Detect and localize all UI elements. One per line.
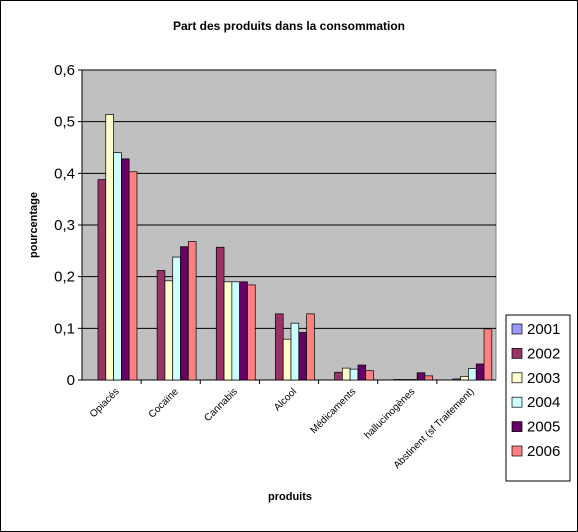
y-tick-label: 0,1 <box>54 320 75 337</box>
chart-title: Part des produits dans la consommation <box>173 19 405 33</box>
category-label: Cannabis <box>202 386 240 424</box>
bar-2002 <box>334 371 343 381</box>
bar-2005 <box>416 372 426 381</box>
bar-2004 <box>349 368 359 381</box>
bar-2005 <box>357 364 367 381</box>
bar-2002 <box>393 379 402 381</box>
bar-2004 <box>113 152 122 381</box>
bar-2005 <box>180 246 189 381</box>
legend-swatch-2005 <box>511 421 523 432</box>
bar-2002 <box>97 179 107 381</box>
bar-2002 <box>156 270 166 381</box>
bar-2004 <box>290 322 300 381</box>
category-label: Médicaments <box>308 386 358 436</box>
bar-2004 <box>172 256 181 381</box>
bar-2002 <box>215 246 225 381</box>
legend-swatch-2003 <box>511 372 523 384</box>
bar-2004 <box>231 281 241 381</box>
bar-2004 <box>468 368 477 381</box>
y-tick-label: 0,5 <box>54 114 75 131</box>
bar-2006 <box>483 328 493 381</box>
legend-label-2005: 2005 <box>527 419 560 436</box>
legend-swatch-2006 <box>511 445 523 457</box>
bar-2003 <box>282 338 292 381</box>
bar-2002 <box>275 313 284 381</box>
plot-area: 0 0,1 0,2 0,3 0,4 0,5 0,6 Opiacés Cocaïne Cannabi… <box>54 62 497 471</box>
bar-2006 <box>365 370 374 381</box>
legend-label-2003: 2003 <box>527 370 560 387</box>
category-label: Cocaïne <box>147 386 181 420</box>
bar-2005 <box>298 332 307 381</box>
legend-label-2006: 2006 <box>527 443 560 460</box>
bar-2003 <box>341 367 351 381</box>
bar-2003 <box>460 376 469 381</box>
bar-2005 <box>239 281 248 381</box>
bar-2005 <box>475 363 485 381</box>
bar-2006 <box>247 284 256 381</box>
legend: 2001 2002 2003 2004 2005 2006 <box>505 314 571 482</box>
bar-2006 <box>128 171 138 381</box>
legend-swatch-2001 <box>511 323 523 335</box>
bar-2006 <box>424 375 434 381</box>
bar-2003 <box>401 379 410 381</box>
legend-label-2001: 2001 <box>527 321 560 338</box>
bar-2005 <box>121 158 130 381</box>
y-axis-title: pourcentage <box>28 192 40 258</box>
category-label: Opiacés <box>88 386 122 420</box>
legend-label-2002: 2002 <box>527 345 560 362</box>
bar-2006 <box>306 313 315 381</box>
bar-2003 <box>164 280 174 381</box>
y-tick-label: 0,4 <box>54 165 75 182</box>
legend-label-2004: 2004 <box>527 394 560 411</box>
legend-swatch-2004 <box>511 396 523 408</box>
y-tick-label: 0,3 <box>54 217 75 234</box>
category-label: hallucinogènes <box>362 386 417 441</box>
bar-2002 <box>452 378 461 381</box>
bar-2006 <box>187 241 197 381</box>
bar-2004 <box>408 379 418 381</box>
legend-swatch-2002 <box>511 348 523 359</box>
y-tick-label: 0,6 <box>54 62 75 79</box>
y-tick-label: 0,2 <box>54 269 75 286</box>
x-axis-title: produits <box>268 491 312 503</box>
category-label: Alcool <box>272 386 299 413</box>
bar-2003 <box>105 114 114 381</box>
bar-2003 <box>223 281 233 381</box>
y-tick-label: 0 <box>67 372 75 389</box>
